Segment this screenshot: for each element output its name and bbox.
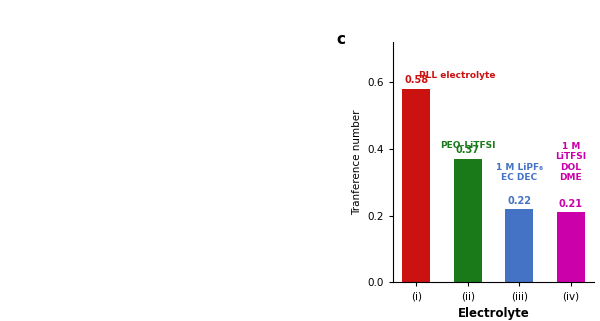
Text: 0.22: 0.22	[507, 195, 531, 205]
Bar	[557, 212, 585, 282]
Text: 1 M
LiTFSI
DOL
DME: 1 M LiTFSI DOL DME	[555, 142, 586, 182]
Text: 0.37: 0.37	[456, 145, 480, 155]
Bar	[454, 159, 482, 282]
Text: PLL electrolyte: PLL electrolyte	[419, 71, 496, 80]
X-axis label: Electrolyte: Electrolyte	[458, 307, 529, 320]
Text: 1 M LiPF₆
EC DEC: 1 M LiPF₆ EC DEC	[496, 163, 543, 182]
Text: 0.21: 0.21	[559, 199, 583, 209]
Bar	[402, 89, 430, 282]
Text: PEO-LiTFSI: PEO-LiTFSI	[440, 142, 496, 151]
Text: c: c	[337, 32, 346, 47]
Y-axis label: Tranference number: Tranference number	[352, 109, 362, 215]
Text: 0.58: 0.58	[404, 75, 428, 85]
Bar	[505, 209, 533, 282]
